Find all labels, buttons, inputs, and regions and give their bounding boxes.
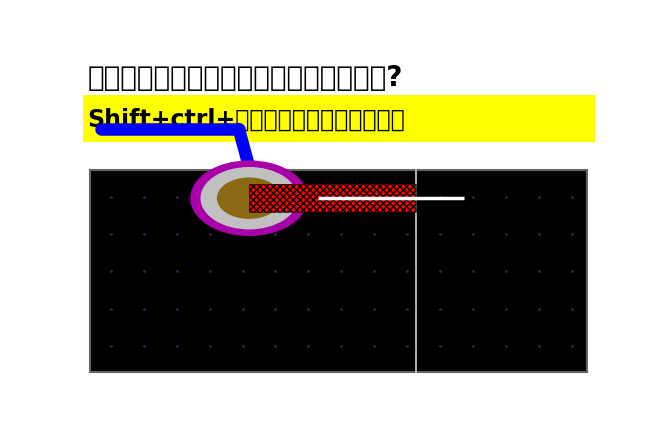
Circle shape	[200, 167, 297, 230]
Bar	[91, 171, 587, 373]
Bar	[249, 185, 416, 213]
Bar	[83, 95, 595, 143]
Circle shape	[190, 161, 308, 236]
Bar	[249, 185, 416, 213]
Text: Shift+ctrl+鼠标滚轮即可满足这个需求: Shift+ctrl+鼠标滚轮即可满足这个需求	[88, 107, 405, 131]
Text: 走了一半，想打个过孔换层走线，怎么办?: 走了一半，想打个过孔换层走线，怎么办?	[88, 64, 403, 92]
Circle shape	[217, 178, 282, 219]
